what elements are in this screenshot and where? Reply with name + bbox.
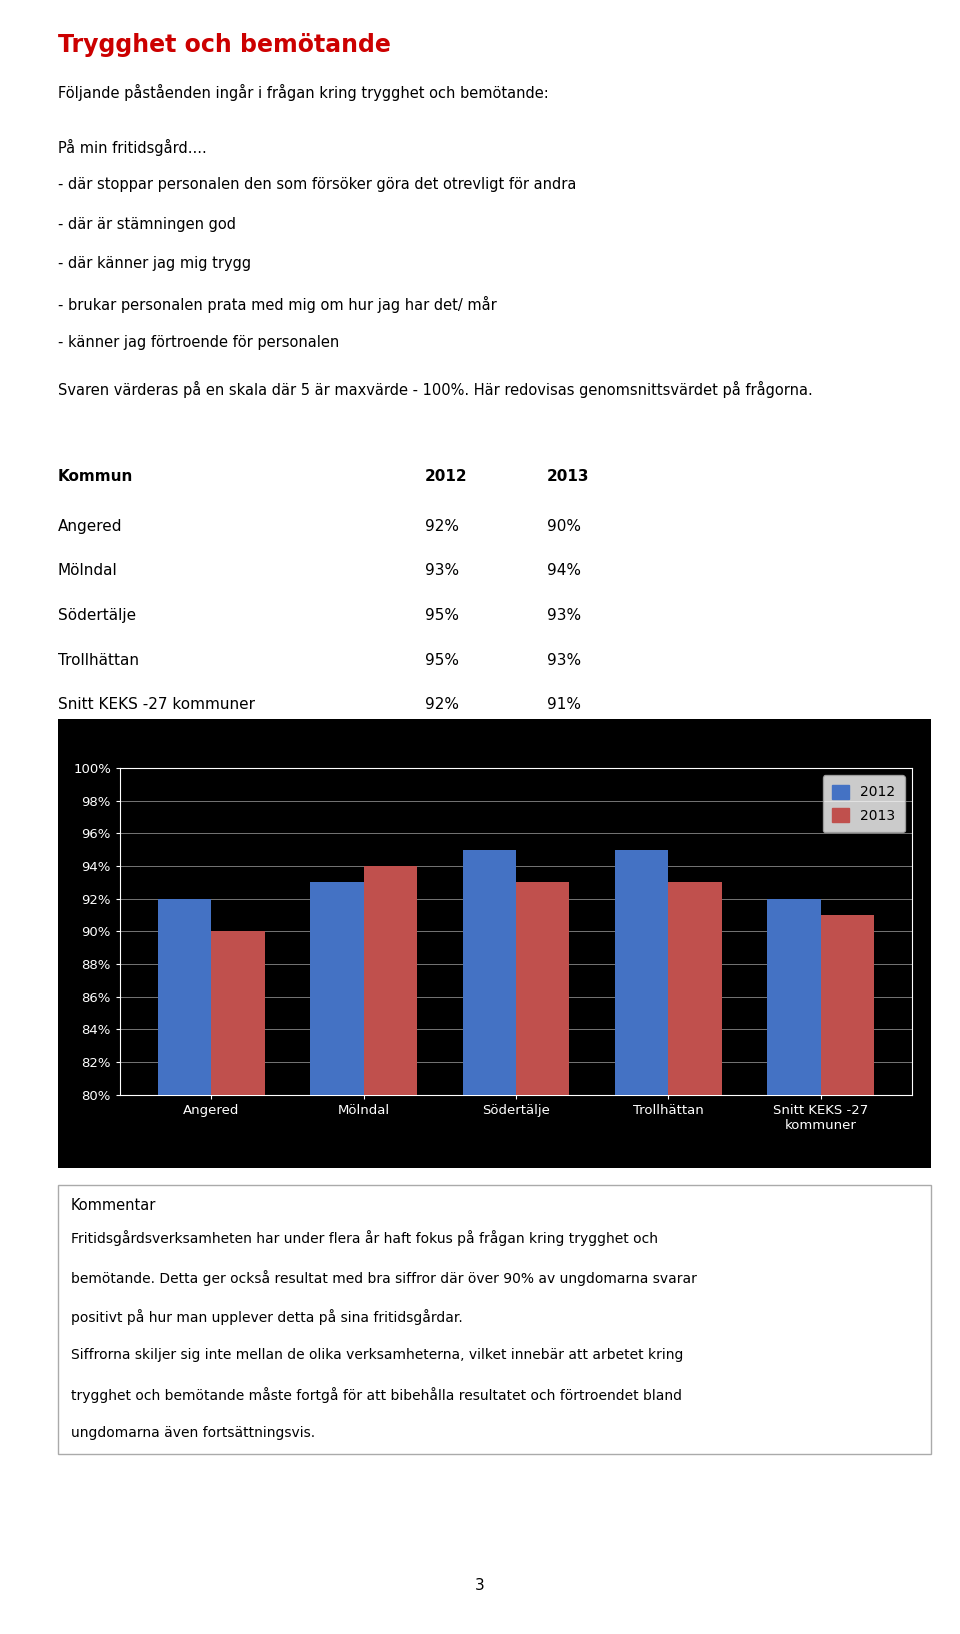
Text: 90%: 90% bbox=[547, 518, 581, 534]
Text: ungdomarna även fortsättningsvis.: ungdomarna även fortsättningsvis. bbox=[71, 1426, 315, 1440]
Text: - där stoppar personalen den som försöker göra det otrevligt för andra: - där stoppar personalen den som försöke… bbox=[58, 176, 576, 193]
Text: - brukar personalen prata med mig om hur jag har det/ mår: - brukar personalen prata med mig om hur… bbox=[58, 296, 496, 312]
Bar bbox=[767, 899, 821, 1634]
Bar bbox=[211, 931, 265, 1634]
Bar bbox=[310, 882, 364, 1634]
Text: 91%: 91% bbox=[547, 698, 581, 712]
Bar bbox=[615, 850, 668, 1634]
Bar bbox=[364, 866, 417, 1634]
Text: 92%: 92% bbox=[424, 518, 459, 534]
Text: 2012: 2012 bbox=[424, 469, 468, 484]
Text: 93%: 93% bbox=[547, 608, 581, 623]
Text: bemötande. Detta ger också resultat med bra siffror där över 90% av ungdomarna s: bemötande. Detta ger också resultat med … bbox=[71, 1270, 697, 1286]
Text: Mölndal: Mölndal bbox=[58, 564, 117, 578]
Text: Trollhättan: Trollhättan bbox=[58, 652, 138, 668]
Text: Fritidsgårdsverksamheten har under flera år haft fokus på frågan kring trygghet : Fritidsgårdsverksamheten har under flera… bbox=[71, 1230, 658, 1247]
Bar bbox=[463, 850, 516, 1634]
Text: - där är stämningen god: - där är stämningen god bbox=[58, 217, 235, 232]
Text: 93%: 93% bbox=[424, 564, 459, 578]
Legend: 2012, 2013: 2012, 2013 bbox=[823, 775, 905, 832]
Text: positivt på hur man upplever detta på sina fritidsgårdar.: positivt på hur man upplever detta på si… bbox=[71, 1309, 463, 1325]
Bar bbox=[668, 882, 722, 1634]
Text: 92%: 92% bbox=[424, 698, 459, 712]
Text: 2013: 2013 bbox=[547, 469, 589, 484]
Bar bbox=[516, 882, 569, 1634]
Text: Angered: Angered bbox=[58, 518, 122, 534]
Text: Kommentar: Kommentar bbox=[71, 1198, 156, 1212]
Text: - där känner jag mig trygg: - där känner jag mig trygg bbox=[58, 257, 251, 271]
Text: 95%: 95% bbox=[424, 652, 459, 668]
FancyBboxPatch shape bbox=[58, 1185, 931, 1454]
Text: Trygghet och bemötande: Trygghet och bemötande bbox=[58, 33, 391, 57]
Text: Siffrorna skiljer sig inte mellan de olika verksamheterna, vilket innebär att ar: Siffrorna skiljer sig inte mellan de oli… bbox=[71, 1348, 684, 1361]
Bar bbox=[158, 899, 211, 1634]
Text: På min fritidsgård....: På min fritidsgård.... bbox=[58, 139, 206, 155]
Text: Följande påståenden ingår i frågan kring trygghet och bemötande:: Följande påståenden ingår i frågan kring… bbox=[58, 83, 548, 101]
Text: 93%: 93% bbox=[547, 652, 581, 668]
Text: Svaren värderas på en skala där 5 är maxvärde - 100%. Här redovisas genomsnittsv: Svaren värderas på en skala där 5 är max… bbox=[58, 381, 812, 399]
Text: 94%: 94% bbox=[547, 564, 581, 578]
Text: Södertälje: Södertälje bbox=[58, 608, 135, 623]
Text: 3: 3 bbox=[475, 1578, 485, 1593]
Text: Kommun: Kommun bbox=[58, 469, 133, 484]
Bar bbox=[821, 915, 874, 1634]
Text: trygghet och bemötande måste fortgå för att bibehålla resultatet och förtroendet: trygghet och bemötande måste fortgå för … bbox=[71, 1387, 682, 1404]
Text: - känner jag förtroende för personalen: - känner jag förtroende för personalen bbox=[58, 335, 339, 350]
Text: Snitt KEKS -27 kommuner: Snitt KEKS -27 kommuner bbox=[58, 698, 254, 712]
Text: 95%: 95% bbox=[424, 608, 459, 623]
